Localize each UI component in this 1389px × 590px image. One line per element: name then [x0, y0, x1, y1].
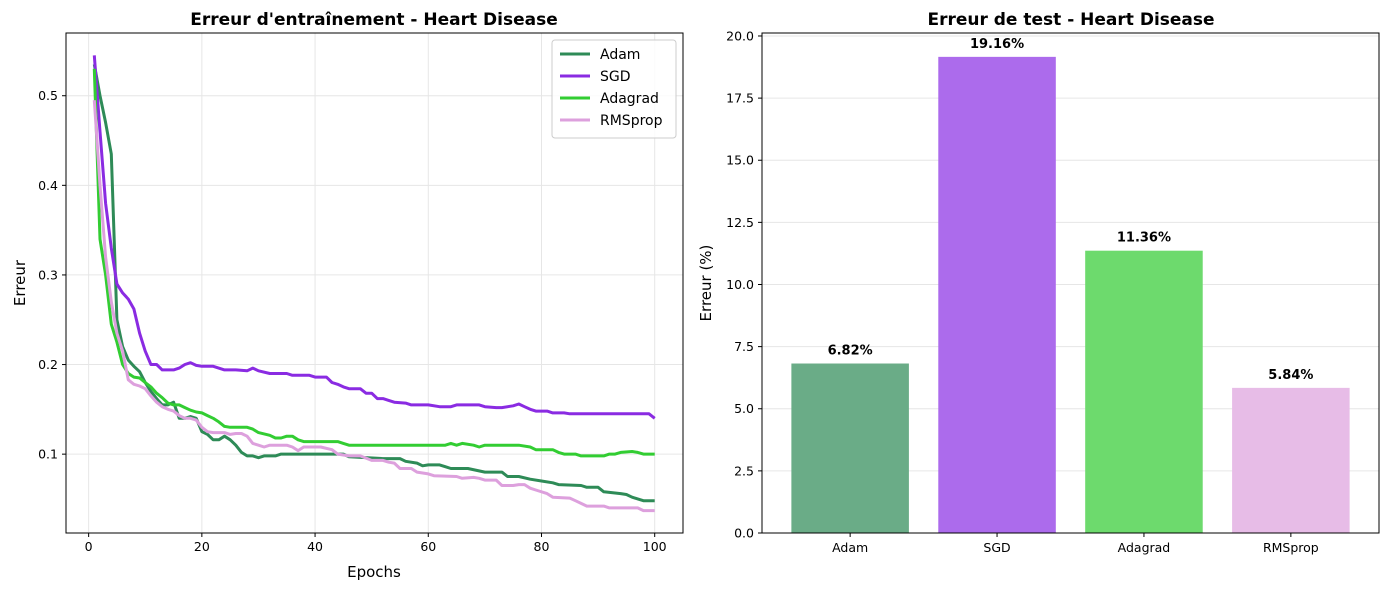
- bar-chart-y-axis-label: Erreur (%): [697, 245, 715, 322]
- y-tick-label: 2.5: [734, 463, 754, 478]
- line-chart-title: Erreur d'entraînement - Heart Disease: [190, 10, 558, 30]
- x-tick-label-sgd: SGD: [983, 540, 1010, 555]
- series-line-adagrad: [92, 68, 655, 458]
- bar-value-label-adagrad: 11.36%: [1117, 231, 1171, 246]
- line-chart-x-axis-label: Epochs: [347, 563, 401, 581]
- y-tick-label: 7.5: [734, 339, 754, 354]
- line-chart-ticks: 0 20 40 60 80 100 0.1 0.2 0.3 0.4 0.5: [38, 88, 667, 554]
- y-tick-label: 10.0: [726, 277, 754, 292]
- legend-label-adagrad: Adagrad: [600, 91, 659, 107]
- training-error-line-chart: Erreur d'entraînement - Heart Disease 0 2…: [11, 10, 684, 581]
- y-tick-label: 0.4: [38, 178, 58, 193]
- x-tick-label: 40: [307, 539, 323, 554]
- legend-label-sgd: SGD: [600, 69, 631, 85]
- y-tick-label: 5.0: [734, 401, 754, 416]
- y-tick-label: 0.2: [38, 357, 58, 372]
- x-tick-label-rmsprop: RMSprop: [1263, 540, 1319, 555]
- bar-chart-plot-area: [761, 32, 1380, 534]
- line-chart-series: [92, 55, 656, 513]
- bar-chart-bars: 6.82% 19.16% 11.36% 5.84%: [791, 37, 1350, 533]
- y-tick-label: 0.1: [38, 447, 58, 462]
- bar-rmsprop: [1232, 387, 1350, 533]
- x-tick-label-adam: Adam: [832, 540, 868, 555]
- series-line-rmsprop: [92, 100, 655, 513]
- test-error-bar-chart: Erreur de test - Heart Disease 6.82% 19.1…: [697, 10, 1380, 555]
- y-tick-label: 12.5: [726, 215, 754, 230]
- y-tick-label: 0.5: [38, 88, 58, 103]
- line-chart-y-axis-label: Erreur: [11, 259, 29, 306]
- line-chart-legend: Adam SGD Adagrad RMSprop: [551, 39, 677, 139]
- legend-label-adam: Adam: [600, 47, 640, 63]
- bar-value-label-sgd: 19.16%: [970, 37, 1024, 52]
- y-tick-label: 0.3: [38, 267, 58, 282]
- x-tick-label: 0: [85, 539, 93, 554]
- bar-chart-ticks: 0.0 2.5 5.0 7.5 10.0 12.5 15.0 17.5 20.0 Adam SGD A…: [726, 28, 1319, 555]
- bar-adam: [791, 363, 909, 533]
- x-tick-label: 60: [420, 539, 436, 554]
- legend-frame: [551, 39, 677, 139]
- legend-label-rmsprop: RMSprop: [600, 113, 663, 129]
- y-tick-label: 17.5: [726, 91, 754, 106]
- y-tick-label: 15.0: [726, 153, 754, 168]
- y-tick-label: 0.0: [734, 526, 754, 541]
- x-tick-label-adagrad: Adagrad: [1118, 540, 1171, 555]
- series-line-adam: [92, 64, 655, 503]
- x-tick-label: 80: [534, 539, 550, 554]
- bar-value-label-rmsprop: 5.84%: [1268, 368, 1313, 383]
- y-tick-label: 20.0: [726, 28, 754, 43]
- series-line-sgd: [92, 55, 656, 420]
- line-chart-plot-area: [65, 32, 684, 534]
- bar-adagrad: [1085, 250, 1203, 533]
- x-tick-label: 20: [194, 539, 210, 554]
- bar-value-label-adam: 6.82%: [828, 344, 873, 359]
- bar-sgd: [938, 56, 1056, 533]
- x-tick-label: 100: [643, 539, 667, 554]
- bar-chart-title: Erreur de test - Heart Disease: [927, 10, 1214, 30]
